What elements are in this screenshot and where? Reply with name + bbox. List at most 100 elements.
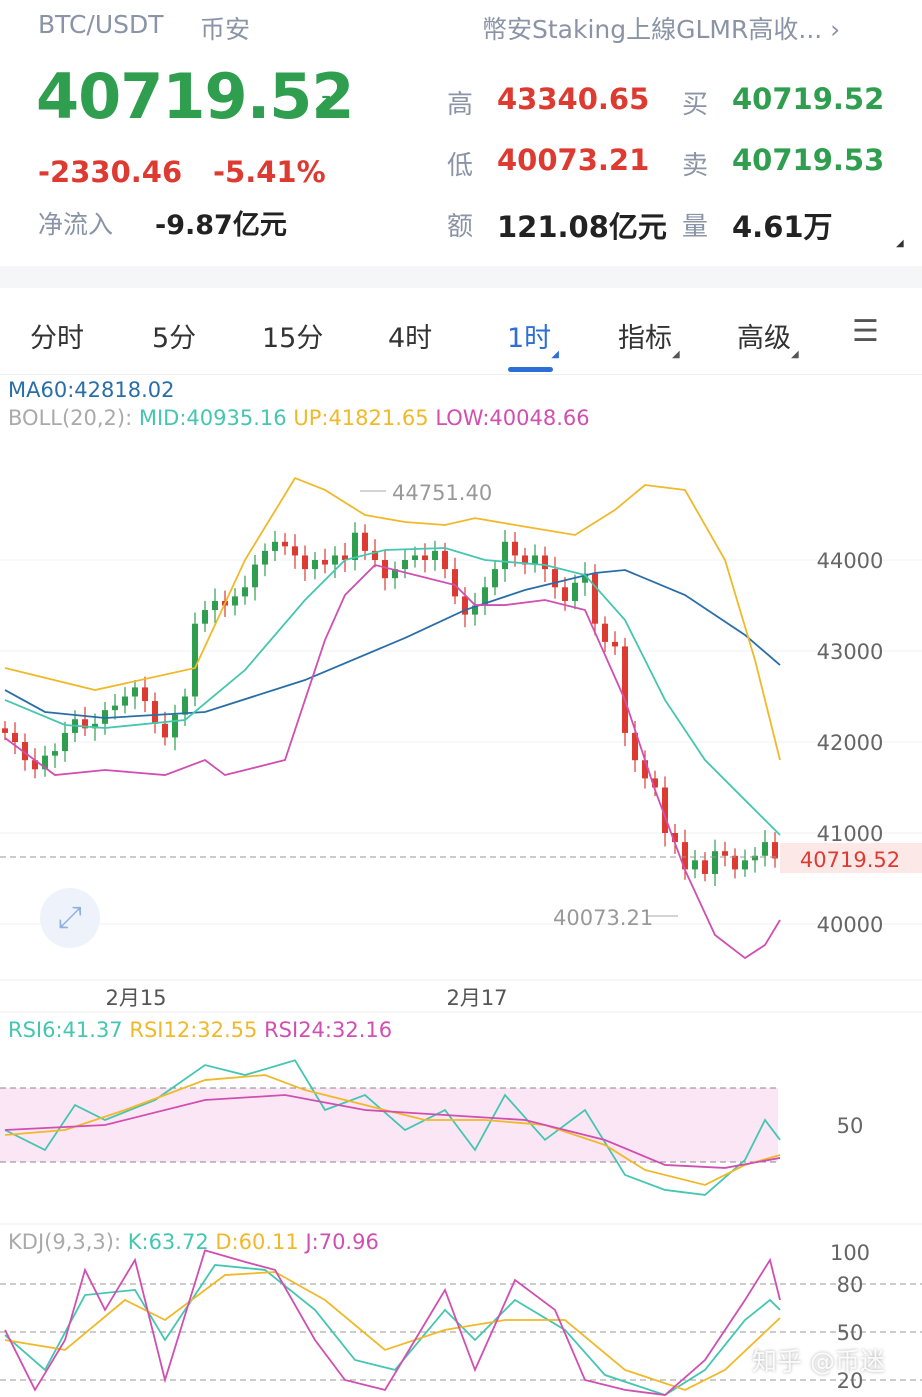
last-price-label: 40719.52 <box>800 848 900 872</box>
rsi6: RSI6:41.37 <box>8 1018 123 1042</box>
candle-body <box>442 550 448 570</box>
kdj-k-line <box>4 1264 781 1397</box>
candle-body <box>542 555 548 570</box>
date-label: 2月15 <box>105 986 166 1010</box>
candle-body <box>602 623 608 642</box>
candle-body <box>432 550 438 560</box>
kdj-axis-label: 80 <box>837 1273 864 1297</box>
stat-value: 121.08亿元 <box>497 210 667 244</box>
candle-body <box>132 687 138 697</box>
candle-body <box>322 560 328 565</box>
price-axis-label: 40000 <box>817 913 884 937</box>
candle-body <box>582 573 588 583</box>
max-price-label: 44751.40 <box>392 481 492 505</box>
min-price-label: 40073.21 <box>553 906 653 930</box>
tab-label: 高级 <box>737 323 791 354</box>
candle-body <box>772 842 778 859</box>
candle-body <box>502 541 508 570</box>
price-axis-label: 41000 <box>817 822 884 846</box>
kdj-axis-label: 20 <box>837 1369 864 1393</box>
tab-5[interactable]: 指标◢ <box>618 316 680 360</box>
candle-body <box>212 600 218 611</box>
tab-label: 5分 <box>152 323 197 354</box>
tab-6[interactable]: 高级◢ <box>737 316 799 360</box>
candle-body <box>302 555 308 570</box>
candle-body <box>572 582 578 601</box>
kdj-d-line <box>4 1271 781 1391</box>
candle-body <box>402 560 408 570</box>
chevron-right-icon: › <box>830 15 841 44</box>
rsi24: RSI24:32.16 <box>264 1018 393 1042</box>
candle-body <box>122 696 128 706</box>
boll-mid: MID:40935.16 <box>138 406 287 430</box>
stat-value: 40073.21 <box>497 143 650 177</box>
news-text: 幣安Staking上線GLMR高收... <box>482 15 823 44</box>
candle-body <box>682 842 688 870</box>
kdj-axis-label: 50 <box>837 1321 864 1345</box>
stat-value: 40719.52 <box>732 82 885 116</box>
candle-body <box>172 714 178 738</box>
news-link[interactable]: 幣安Staking上線GLMR高收... › <box>482 10 840 46</box>
tab-label: 分时 <box>30 323 84 354</box>
candle-body <box>82 719 88 729</box>
tab-1[interactable]: 5分 <box>152 316 196 355</box>
candle-body <box>192 623 198 697</box>
dropdown-caret-icon: ◢ <box>791 349 799 360</box>
netflow-label: 净流入 <box>38 210 114 239</box>
candle-body <box>632 732 638 761</box>
stat-label: 量 <box>682 212 709 242</box>
candle-body <box>242 587 248 597</box>
boll-label: BOLL(20,2): <box>8 406 133 430</box>
candle-body <box>372 550 378 560</box>
candle-body <box>712 851 718 874</box>
tab-label: 15分 <box>262 323 324 354</box>
candle-body <box>482 587 488 606</box>
price-axis-label: 44000 <box>817 549 884 573</box>
stat-value: 40719.53 <box>732 143 885 177</box>
candle-body <box>252 564 258 588</box>
candle-body <box>282 541 288 547</box>
fullscreen-expand-icon[interactable]: ⤢ <box>40 888 100 948</box>
kdj-axis-label: 100 <box>830 1241 870 1265</box>
candle-body <box>312 560 318 570</box>
watermark: 知乎 @币迷 <box>752 1347 885 1376</box>
candle-body <box>342 555 348 560</box>
expand-triangle-icon[interactable]: ◢ <box>896 238 904 249</box>
candle-body <box>752 855 758 861</box>
tab-label: 4时 <box>388 323 433 354</box>
candle-body <box>652 778 658 788</box>
tab-label: 指标 <box>618 323 672 354</box>
last-price-tag <box>780 843 922 873</box>
candle-body <box>102 710 108 724</box>
candle-body <box>592 573 598 624</box>
ma60-line <box>4 569 781 719</box>
tab-divider <box>0 374 922 375</box>
candle-body <box>662 787 668 833</box>
candle-body <box>162 723 168 738</box>
candle-body <box>32 760 38 770</box>
kdj-j: J:70.96 <box>305 1230 379 1254</box>
tab-label: 1时 <box>507 323 552 354</box>
candle-body <box>232 596 238 606</box>
rsi12: RSI12:32.55 <box>129 1018 258 1042</box>
candle-body <box>52 751 58 756</box>
tab-4[interactable]: 1时◢ <box>507 316 559 360</box>
candle-body <box>352 532 358 560</box>
rsi24-line <box>4 1094 781 1169</box>
active-tab-indicator <box>508 367 553 372</box>
candle-body <box>42 755 48 770</box>
candle-body <box>762 842 768 856</box>
tab-0[interactable]: 分时 <box>30 316 84 355</box>
tab-3[interactable]: 4时 <box>388 316 432 355</box>
candle-body <box>622 646 628 733</box>
boll-up: UP:41821.65 <box>293 406 429 430</box>
candle-body <box>152 701 158 724</box>
tab-2[interactable]: 15分 <box>262 316 323 355</box>
kdj-legend: KDJ(9,3,3): K:63.72 D:60.11 J:70.96 <box>8 1230 379 1254</box>
candle-body <box>292 546 298 556</box>
chart-settings-icon[interactable]: ☰ <box>852 314 879 349</box>
candle-body <box>142 687 148 702</box>
last-price: 40719.52 <box>36 60 355 133</box>
boll-low: LOW:40048.66 <box>435 406 590 430</box>
